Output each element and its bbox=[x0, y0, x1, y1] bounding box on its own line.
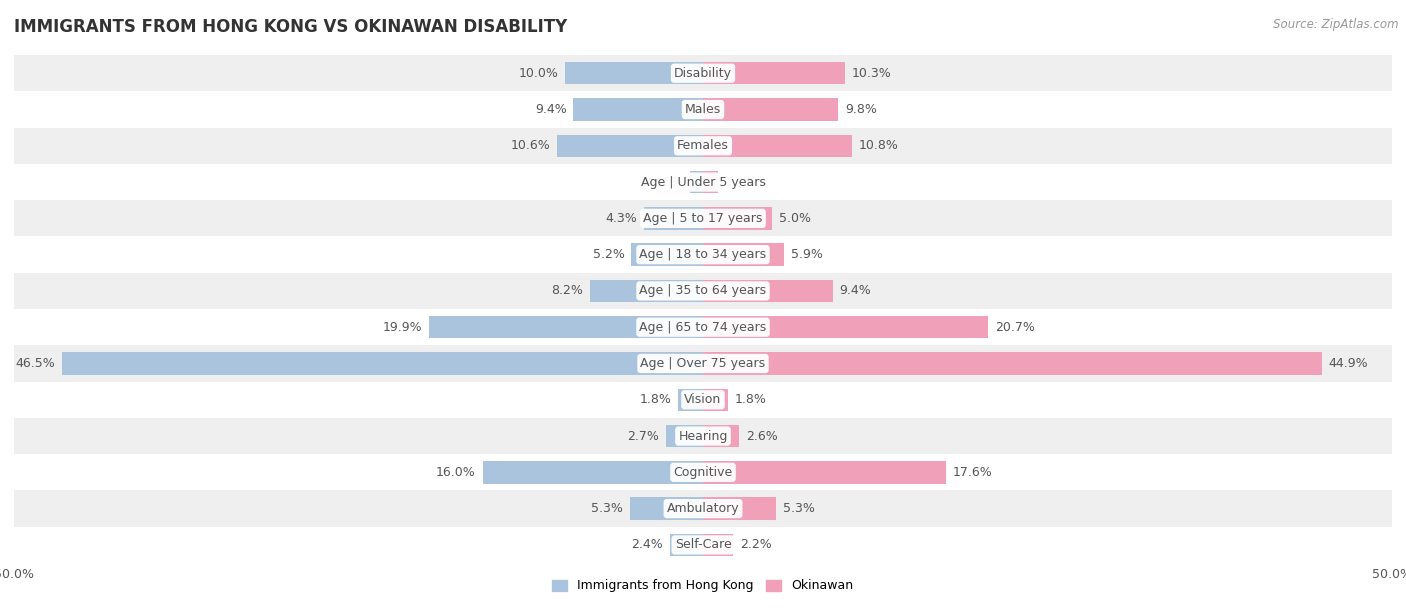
Text: Age | Under 5 years: Age | Under 5 years bbox=[641, 176, 765, 188]
Bar bbox=[703, 389, 728, 411]
Text: 5.3%: 5.3% bbox=[783, 502, 815, 515]
Bar bbox=[557, 135, 703, 157]
Text: Self-Care: Self-Care bbox=[675, 539, 731, 551]
Text: 2.7%: 2.7% bbox=[627, 430, 659, 442]
Bar bbox=[703, 498, 776, 520]
Text: Vision: Vision bbox=[685, 394, 721, 406]
Bar bbox=[631, 244, 703, 266]
Bar bbox=[703, 62, 845, 84]
Bar bbox=[14, 454, 1392, 490]
Text: 1.8%: 1.8% bbox=[640, 394, 671, 406]
Bar bbox=[703, 171, 718, 193]
Bar bbox=[14, 382, 1392, 418]
Text: 46.5%: 46.5% bbox=[15, 357, 55, 370]
Text: 10.0%: 10.0% bbox=[519, 67, 558, 80]
Bar bbox=[14, 200, 1392, 236]
Text: Ambulatory: Ambulatory bbox=[666, 502, 740, 515]
Bar bbox=[703, 244, 785, 266]
Bar bbox=[703, 534, 734, 556]
Bar bbox=[678, 389, 703, 411]
Bar bbox=[14, 418, 1392, 454]
Bar bbox=[62, 353, 703, 375]
Bar bbox=[666, 425, 703, 447]
Text: 10.8%: 10.8% bbox=[859, 140, 898, 152]
Bar bbox=[644, 207, 703, 230]
Bar bbox=[14, 164, 1392, 200]
Text: 2.4%: 2.4% bbox=[631, 539, 664, 551]
Text: 9.4%: 9.4% bbox=[534, 103, 567, 116]
Bar bbox=[630, 498, 703, 520]
Bar bbox=[14, 273, 1392, 309]
Text: 9.4%: 9.4% bbox=[839, 285, 872, 297]
Bar bbox=[690, 171, 703, 193]
Text: Age | 18 to 34 years: Age | 18 to 34 years bbox=[640, 248, 766, 261]
Text: 8.2%: 8.2% bbox=[551, 285, 583, 297]
Bar bbox=[703, 207, 772, 230]
Text: 16.0%: 16.0% bbox=[436, 466, 475, 479]
Text: 5.2%: 5.2% bbox=[592, 248, 624, 261]
Text: Females: Females bbox=[678, 140, 728, 152]
Text: 10.6%: 10.6% bbox=[510, 140, 550, 152]
Text: Hearing: Hearing bbox=[678, 430, 728, 442]
Bar bbox=[14, 236, 1392, 273]
Bar bbox=[591, 280, 703, 302]
Legend: Immigrants from Hong Kong, Okinawan: Immigrants from Hong Kong, Okinawan bbox=[547, 575, 859, 597]
Text: 2.6%: 2.6% bbox=[745, 430, 778, 442]
Bar bbox=[703, 135, 852, 157]
Bar bbox=[14, 527, 1392, 563]
Text: 19.9%: 19.9% bbox=[382, 321, 422, 334]
Bar bbox=[669, 534, 703, 556]
Text: 5.9%: 5.9% bbox=[792, 248, 823, 261]
Bar bbox=[14, 345, 1392, 382]
Bar bbox=[703, 461, 945, 483]
Bar bbox=[429, 316, 703, 338]
Text: Age | 65 to 74 years: Age | 65 to 74 years bbox=[640, 321, 766, 334]
Text: 1.1%: 1.1% bbox=[725, 176, 756, 188]
Bar bbox=[703, 316, 988, 338]
Text: 20.7%: 20.7% bbox=[995, 321, 1035, 334]
Text: Males: Males bbox=[685, 103, 721, 116]
Text: 5.0%: 5.0% bbox=[779, 212, 811, 225]
Bar bbox=[14, 128, 1392, 164]
Bar bbox=[703, 280, 832, 302]
Text: Cognitive: Cognitive bbox=[673, 466, 733, 479]
Text: 1.8%: 1.8% bbox=[735, 394, 766, 406]
Bar bbox=[482, 461, 703, 483]
Text: Age | 5 to 17 years: Age | 5 to 17 years bbox=[644, 212, 762, 225]
Text: 17.6%: 17.6% bbox=[952, 466, 993, 479]
Bar bbox=[565, 62, 703, 84]
Text: 5.3%: 5.3% bbox=[591, 502, 623, 515]
Text: 2.2%: 2.2% bbox=[740, 539, 772, 551]
Bar bbox=[14, 55, 1392, 91]
Text: Age | Over 75 years: Age | Over 75 years bbox=[641, 357, 765, 370]
Bar bbox=[703, 353, 1322, 375]
Bar bbox=[14, 309, 1392, 345]
Text: IMMIGRANTS FROM HONG KONG VS OKINAWAN DISABILITY: IMMIGRANTS FROM HONG KONG VS OKINAWAN DI… bbox=[14, 18, 567, 36]
Text: Age | 35 to 64 years: Age | 35 to 64 years bbox=[640, 285, 766, 297]
Text: 44.9%: 44.9% bbox=[1329, 357, 1368, 370]
Bar bbox=[574, 99, 703, 121]
Text: 4.3%: 4.3% bbox=[605, 212, 637, 225]
Text: 10.3%: 10.3% bbox=[852, 67, 891, 80]
Bar bbox=[703, 99, 838, 121]
Text: Source: ZipAtlas.com: Source: ZipAtlas.com bbox=[1274, 18, 1399, 31]
Text: Disability: Disability bbox=[673, 67, 733, 80]
Bar bbox=[703, 425, 738, 447]
Text: 0.95%: 0.95% bbox=[643, 176, 683, 188]
Bar bbox=[14, 490, 1392, 527]
Bar bbox=[14, 91, 1392, 128]
Text: 9.8%: 9.8% bbox=[845, 103, 877, 116]
